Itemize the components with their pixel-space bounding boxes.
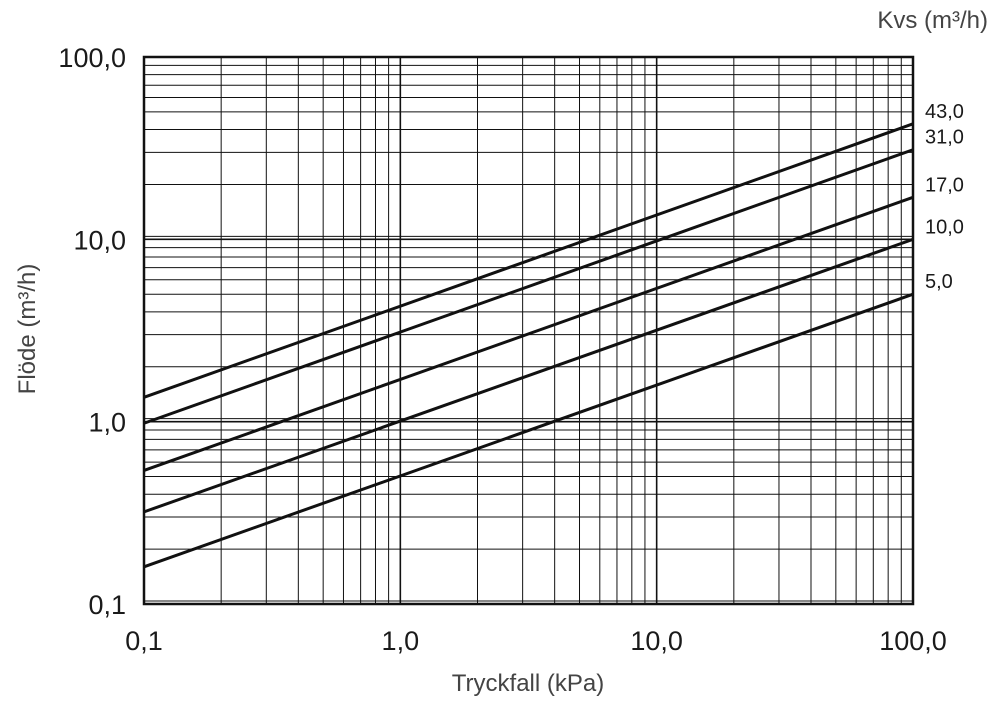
series-labels: 43,0 31,0 17,0 10,0 5,0	[925, 101, 964, 293]
x-tick-label: 1,0	[382, 626, 420, 656]
series-label-kvs-10: 10,0	[925, 216, 964, 238]
series-line-kvs-43	[143, 122, 914, 399]
y-axis-label: Flöde (m³/h)	[14, 264, 41, 395]
series-line-kvs-17	[143, 195, 914, 472]
x-tick-labels: 0,1 1,0 10,0 100,0	[125, 626, 947, 656]
x-tick-label: 10,0	[630, 626, 683, 656]
legend-title: Kvs (m³/h)	[877, 7, 988, 34]
y-tick-label: 1,0	[88, 408, 126, 438]
y-tick-label: 0,1	[88, 590, 126, 620]
x-axis-label: Tryckfall (kPa)	[452, 670, 604, 697]
series-label-kvs-17: 17,0	[925, 174, 964, 196]
series-line-kvs-5	[143, 292, 914, 569]
series-line-kvs-31	[143, 148, 914, 425]
y-tick-label: 10,0	[73, 225, 126, 255]
plot-frame	[142, 55, 915, 606]
series-line-kvs-10	[143, 237, 914, 514]
x-tick-label: 0,1	[125, 626, 163, 656]
grid	[143, 57, 913, 605]
series-label-kvs-5: 5,0	[925, 271, 953, 293]
y-tick-labels: 0,1 1,0 10,0 100,0	[58, 43, 126, 620]
series-label-kvs-43: 43,0	[925, 101, 964, 123]
x-tick-label: 100,0	[879, 626, 947, 656]
series-lines	[143, 122, 914, 569]
y-tick-label: 100,0	[58, 43, 126, 73]
series-label-kvs-31: 31,0	[925, 127, 964, 149]
